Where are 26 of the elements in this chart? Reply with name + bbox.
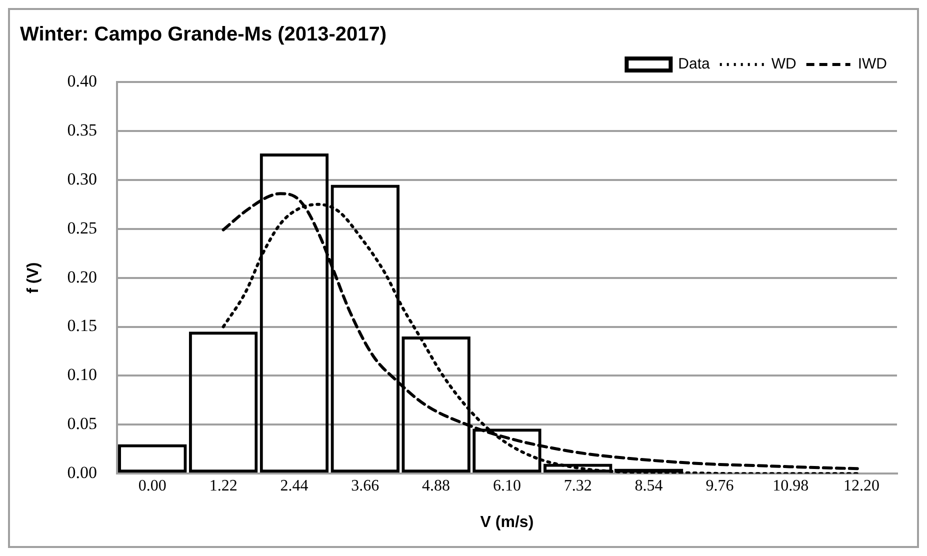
y-axis-title: f (V) [25,262,42,294]
x-tick-label: 7.32 [564,477,592,494]
legend-label: Data [678,56,711,73]
x-tick-label: 1.22 [209,477,238,494]
y-tick-label: 0.30 [67,169,97,188]
legend-label: IWD [858,56,888,73]
y-tick-label: 0.10 [67,365,97,384]
x-tick-label: 0.00 [138,477,166,494]
x-tick-label: 4.88 [422,477,450,494]
x-tick-label: 10.98 [772,477,809,494]
y-tick-label: 0.25 [67,218,97,238]
y-tick-label: 0.15 [67,316,97,336]
x-tick-label: 6.10 [492,477,521,494]
x-tick-label: 9.76 [706,477,734,494]
y-tick-label: 0.35 [67,120,97,140]
x-axis-title: V (m/s) [480,514,534,531]
y-tick-label: 0.00 [67,463,97,482]
y-tick-label: 0.40 [67,71,97,90]
legend-label: WD [771,56,797,73]
chart-title: Winter: Campo Grande-Ms (2013-2017) [20,24,387,46]
x-tick-label: 8.54 [634,477,663,494]
x-tick-label: 3.66 [351,477,380,494]
x-tick-label: 12.20 [844,477,880,494]
y-tick-label: 0.05 [67,414,97,434]
x-tick-label: 2.44 [280,477,308,494]
y-tick-label: 0.20 [67,267,97,286]
